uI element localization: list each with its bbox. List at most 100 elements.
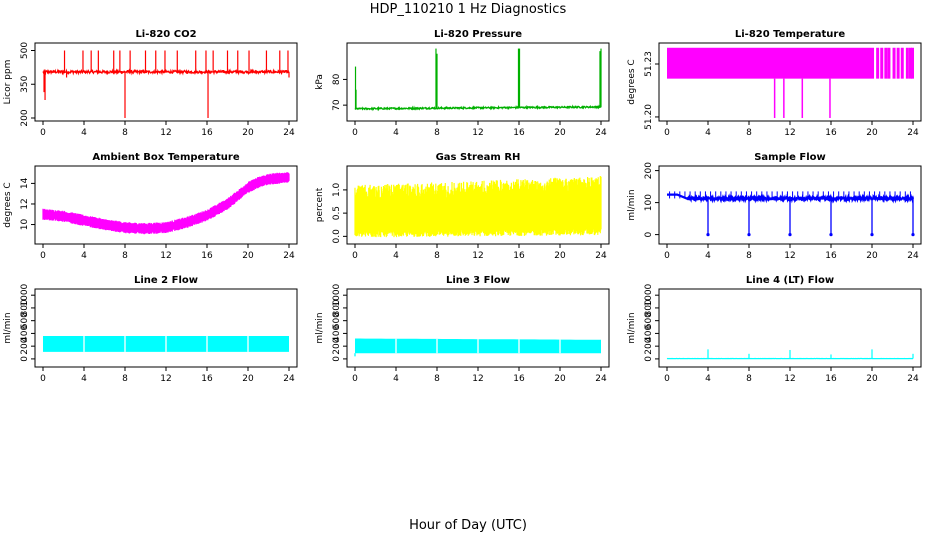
x-tick-label-co2-3: 12 <box>160 128 171 138</box>
x-tick-label-line4-0: 0 <box>664 374 670 384</box>
x-tick-label-line4-4: 16 <box>825 374 837 384</box>
x-tick-label-rh-3: 12 <box>472 251 483 261</box>
panel-title-line3: Line 3 Flow <box>446 275 510 286</box>
y-tick-label-pressure-1: 80 <box>332 73 342 85</box>
y-axis-label-co2: Licor ppm <box>3 60 13 105</box>
x-tick-label-licor_temp-2: 8 <box>746 128 752 138</box>
plot-box-co2 <box>35 43 297 121</box>
y-axis-label-line4: ml/min <box>627 312 637 343</box>
y-axis-label-line3: ml/min <box>315 312 325 343</box>
x-tick-label-line4-6: 24 <box>907 374 919 384</box>
x-tick-label-line4-3: 12 <box>784 374 795 384</box>
x-tick-label-box_temp-3: 12 <box>160 251 171 261</box>
bar-licor_temp-9 <box>911 48 914 79</box>
x-tick-label-line3-6: 24 <box>595 374 607 384</box>
x-tick-label-sample_flow-3: 12 <box>784 251 795 261</box>
x-tick-label-line4-5: 20 <box>866 374 878 384</box>
x-tick-label-licor_temp-4: 16 <box>825 128 837 138</box>
band-licor_temp <box>667 48 874 79</box>
y-tick-label-sample_flow-0: 0 <box>644 231 654 237</box>
x-tick-label-co2-6: 24 <box>283 128 295 138</box>
y-tick-label-box_temp-2: 14 <box>20 177 30 189</box>
bar-licor_temp-6 <box>901 48 904 79</box>
panel-title-co2: Li-820 CO2 <box>135 29 196 40</box>
panel-title-sample_flow: Sample Flow <box>754 152 826 163</box>
series-band-rh <box>355 176 601 237</box>
y-tick-label-box_temp-0: 10 <box>20 219 30 231</box>
dropout-point-sample_flow-0 <box>706 233 709 236</box>
x-tick-label-box_temp-0: 0 <box>40 251 46 261</box>
y-tick-label-rh-2: 1.0 <box>332 182 342 197</box>
y-axis-label-line2: ml/min <box>3 312 13 343</box>
bar-licor_temp-7 <box>906 48 909 79</box>
y-tick-label-line4-5: 1000 <box>644 283 654 306</box>
bar-licor_temp-1 <box>880 48 883 79</box>
x-tick-label-sample_flow-0: 0 <box>664 251 670 261</box>
x-tick-label-sample_flow-2: 8 <box>746 251 752 261</box>
x-tick-label-line3-3: 12 <box>472 374 483 384</box>
x-tick-label-line4-2: 8 <box>746 374 752 384</box>
x-tick-label-sample_flow-5: 20 <box>866 251 878 261</box>
y-tick-label-line3-0: 0 <box>332 356 342 362</box>
plot-area-box_temp <box>43 172 289 234</box>
dropout-point-sample_flow-5 <box>911 233 914 236</box>
plot-area-co2 <box>43 51 289 119</box>
dropout-point-sample_flow-3 <box>829 233 832 236</box>
x-tick-label-sample_flow-1: 4 <box>705 251 711 261</box>
panel-title-licor_temp: Li-820 Temperature <box>735 29 845 40</box>
x-tick-label-rh-4: 16 <box>513 251 525 261</box>
panel-title-line4: Line 4 (LT) Flow <box>746 275 834 286</box>
y-tick-label-line4-0: 0 <box>644 356 654 362</box>
x-tick-label-box_temp-2: 8 <box>122 251 128 261</box>
x-tick-label-box_temp-1: 4 <box>81 251 87 261</box>
y-tick-label-licor_temp-0: 51.20 <box>644 104 654 130</box>
x-tick-label-line2-3: 12 <box>160 374 171 384</box>
x-axis-title: Hour of Day (UTC) <box>0 518 936 533</box>
x-tick-label-pressure-5: 20 <box>554 128 566 138</box>
bar-licor_temp-0 <box>876 48 879 79</box>
y-tick-label-rh-0: 0.0 <box>332 229 342 244</box>
x-tick-label-licor_temp-3: 12 <box>784 128 795 138</box>
figure-title: HDP_110210 1 Hz Diagnostics <box>0 2 936 17</box>
dropout-point-sample_flow-1 <box>747 233 750 236</box>
x-tick-label-pressure-0: 0 <box>352 128 358 138</box>
y-tick-label-licor_temp-1: 51.23 <box>644 51 654 77</box>
x-tick-label-line2-5: 20 <box>242 374 254 384</box>
plot-area-line3 <box>355 339 601 357</box>
y-axis-label-licor_temp: degrees C <box>627 59 637 104</box>
x-tick-label-licor_temp-1: 4 <box>705 128 711 138</box>
x-tick-label-licor_temp-0: 0 <box>664 128 670 138</box>
y-tick-label-box_temp-1: 12 <box>20 198 30 209</box>
x-tick-label-rh-6: 24 <box>595 251 607 261</box>
x-tick-label-licor_temp-5: 20 <box>866 128 878 138</box>
x-tick-label-line2-6: 24 <box>283 374 295 384</box>
bar-licor_temp-3 <box>887 48 890 79</box>
y-tick-label-co2-2: 500 <box>20 42 30 59</box>
x-tick-label-pressure-4: 16 <box>513 128 525 138</box>
series-line-pressure <box>355 106 601 109</box>
y-tick-label-sample_flow-2: 200 <box>644 162 654 179</box>
x-tick-label-line2-2: 8 <box>122 374 128 384</box>
x-tick-label-rh-1: 4 <box>393 251 399 261</box>
plot-box-line2 <box>35 289 297 367</box>
y-tick-label-pressure-0: 70 <box>332 99 342 111</box>
panel-licor_temp: Li-820 Temperature degrees C 0 4 8 12 16 20 24 51… <box>627 29 921 138</box>
y-axis-label-pressure: kPa <box>315 74 325 90</box>
plot-area-pressure <box>355 49 601 110</box>
plot-area-line4 <box>667 349 913 358</box>
x-tick-label-line2-0: 0 <box>40 374 46 384</box>
x-tick-label-co2-1: 4 <box>81 128 87 138</box>
x-tick-label-licor_temp-6: 24 <box>907 128 919 138</box>
y-tick-label-co2-1: 350 <box>20 75 30 92</box>
y-axis-label-box_temp: degrees C <box>3 182 13 227</box>
x-tick-label-rh-2: 8 <box>434 251 440 261</box>
series-band-box_temp <box>43 172 289 234</box>
plot-area-sample_flow <box>667 191 915 236</box>
